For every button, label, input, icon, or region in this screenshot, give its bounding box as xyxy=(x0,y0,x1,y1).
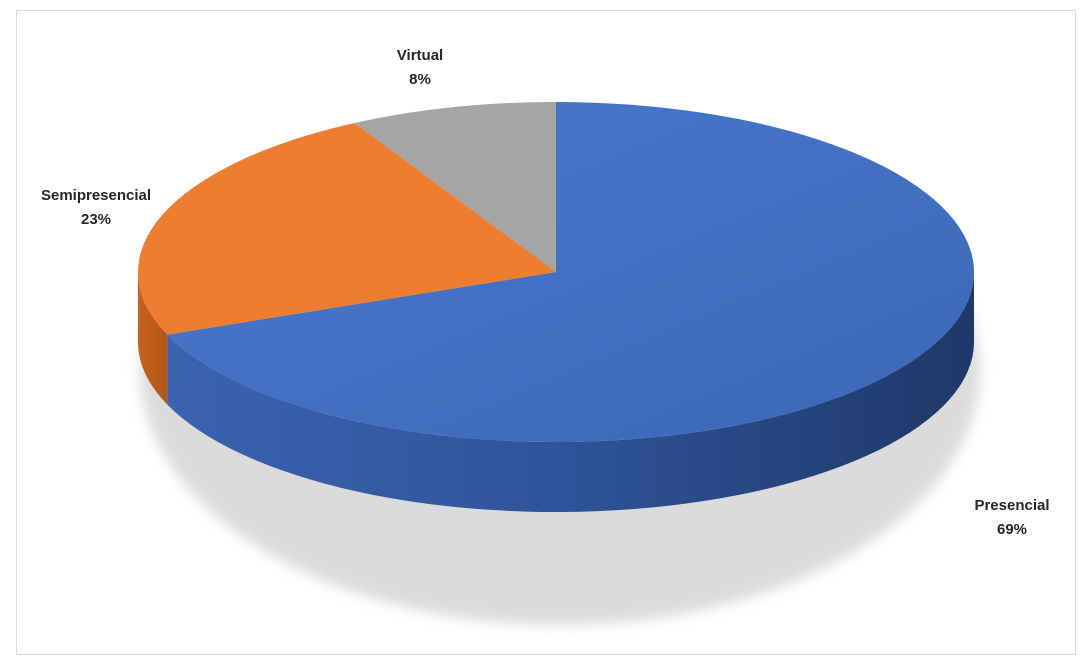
pie-sides xyxy=(138,272,975,512)
data-label-presencial: Presencial 69% xyxy=(974,497,1049,538)
data-label-semipresencial: Semipresencial 23% xyxy=(41,187,151,228)
pie-slice-presencial xyxy=(167,102,975,443)
data-label-name: Semipresencial xyxy=(41,187,151,204)
data-label-percent: 23% xyxy=(81,211,111,228)
data-label-name: Virtual xyxy=(397,47,443,64)
pie-slices xyxy=(137,102,975,443)
pie-slice-virtual xyxy=(354,102,556,272)
pie-side-semipresencial xyxy=(138,272,168,405)
pie-slice-semipresencial xyxy=(137,123,557,335)
data-label-percent: 69% xyxy=(997,521,1027,538)
pie-labels: Presencial 69% Semipresencial 23% Virtual 8% xyxy=(41,47,1050,538)
data-label-virtual: Virtual 8% xyxy=(397,47,443,88)
data-label-percent: 8% xyxy=(409,71,431,88)
pie-side-presencial xyxy=(167,272,975,512)
data-label-name: Presencial xyxy=(974,497,1049,514)
